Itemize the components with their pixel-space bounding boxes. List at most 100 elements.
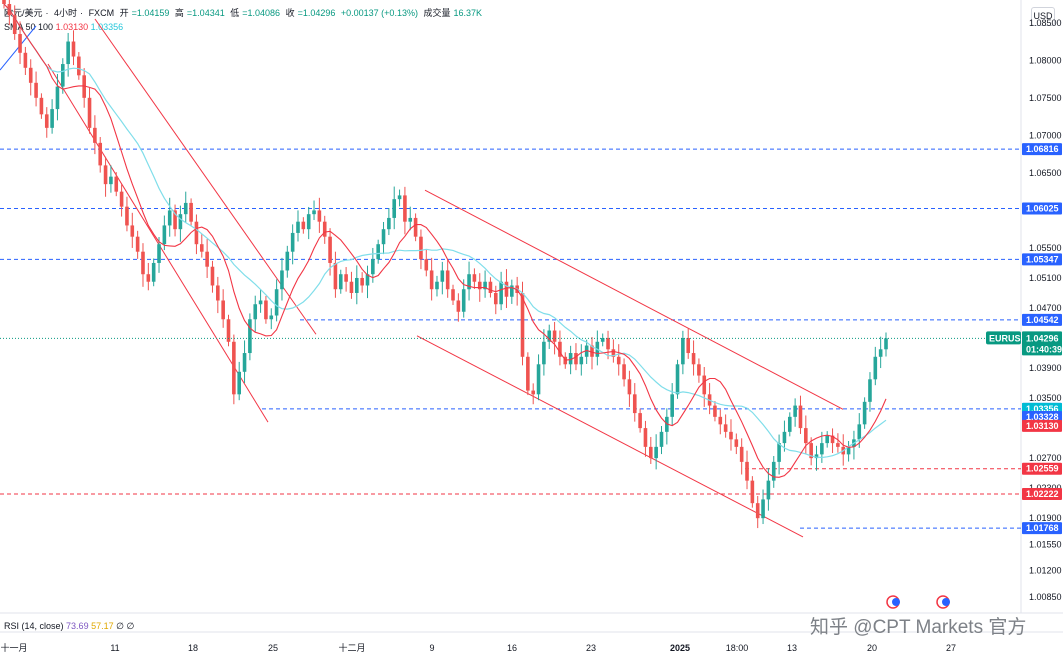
volume-label: 成交量 [423, 8, 451, 18]
sma-legend[interactable]: SMA 50 100 1.03130 1.03356 [4, 22, 123, 32]
candle-body [344, 274, 348, 282]
candle-body [600, 338, 605, 342]
level-price-tag [1022, 488, 1062, 501]
low-value: =1.04086 [242, 8, 281, 18]
indicator-price-text: 1.03130 [1026, 421, 1059, 431]
candle-body [616, 356, 621, 365]
candle-body [71, 41, 76, 57]
candle-body [109, 176, 113, 185]
level-price-text: 1.02222 [1026, 489, 1059, 499]
candle-body [162, 225, 167, 245]
candle-body [333, 262, 338, 290]
candle-body [269, 315, 274, 320]
candle-body [50, 109, 54, 128]
price-tick-label: 1.04700 [1029, 303, 1062, 313]
candle-body [584, 345, 589, 357]
countdown-text: 01:40:39 [1026, 344, 1062, 354]
price-tick-label: 1.07500 [1029, 93, 1062, 103]
candle-body [237, 371, 241, 395]
rsi-value: 73.69 [66, 621, 89, 631]
interval-label[interactable]: 4小时 [54, 8, 78, 18]
event-marker-dot [892, 598, 900, 606]
candle-body [836, 443, 840, 447]
candle-body [878, 349, 883, 357]
candle-body [846, 446, 851, 455]
indicator-price-tag [1022, 419, 1062, 432]
time-tick-label: 27 [946, 643, 956, 653]
candle-body [766, 480, 771, 500]
candle-body [755, 503, 760, 519]
time-tick-label: 16 [507, 643, 517, 653]
candle-body [28, 67, 33, 83]
close-label: 收 [285, 8, 295, 18]
candle-body [360, 277, 364, 286]
candle-body [87, 97, 92, 128]
rsi-legend[interactable]: RSI (14, close) 73.69 57.17 ∅ ∅ [4, 621, 134, 632]
candle-body [761, 499, 765, 519]
candle-body [659, 431, 664, 447]
candle-body [702, 375, 707, 395]
candle-body [804, 428, 808, 444]
candle-body [606, 338, 610, 350]
candle-body [178, 214, 183, 230]
time-tick-label: 9 [429, 643, 434, 653]
candle-body [242, 353, 247, 372]
candle-body [34, 82, 38, 98]
candle-body [93, 127, 97, 143]
candle-body [381, 229, 386, 245]
event-marker-dot [942, 598, 950, 606]
open-value: =1.04159 [131, 8, 170, 18]
candle-body [825, 435, 829, 444]
candle-body [98, 142, 103, 166]
candle-body [483, 281, 487, 290]
candle-body [306, 214, 311, 230]
price-tick-label: 1.01900 [1029, 513, 1062, 523]
candle-body [130, 225, 135, 237]
indicator-price-text: 1.03356 [1026, 404, 1059, 414]
currency-button[interactable]: USD [1031, 7, 1055, 26]
candle-body [771, 461, 776, 481]
candle-body [654, 446, 658, 459]
candle-body [419, 236, 423, 260]
candle-body [328, 236, 332, 263]
candle-body [697, 364, 701, 376]
candle-body [376, 244, 380, 260]
candle-body [82, 75, 86, 98]
open-label: 开 [119, 8, 129, 18]
candle-body [857, 424, 862, 440]
candle-body [493, 292, 498, 305]
sma-label: SMA 50 100 [4, 22, 54, 32]
time-tick-label: 2025 [670, 643, 690, 653]
trend-channel-line [94, 18, 317, 335]
volume-value: 16.37K [453, 8, 483, 18]
level-price-text: 1.06025 [1026, 204, 1059, 214]
price-tick-label: 1.03500 [1029, 393, 1062, 403]
candle-body [146, 274, 151, 282]
candle-body [290, 232, 295, 252]
time-tick-label: 18 [188, 643, 198, 653]
level-price-tag [1022, 202, 1062, 215]
candle-body [317, 210, 322, 222]
candle-body [349, 281, 354, 293]
price-tick-label: 1.05500 [1029, 243, 1062, 253]
price-tick-label: 1.05100 [1029, 273, 1062, 283]
rsi-extra: ∅ ∅ [116, 621, 135, 631]
price-tick-label: 1.06500 [1029, 168, 1062, 178]
candle-body [103, 165, 108, 185]
candle-body [574, 353, 578, 365]
candle-body [499, 281, 503, 305]
level-price-tag [1022, 462, 1062, 475]
candle-body [296, 221, 300, 233]
candle-body [39, 97, 44, 115]
candle-body [2, 0, 6, 4]
candle-body [167, 210, 172, 226]
candle-body [413, 217, 418, 237]
candle-body [44, 114, 49, 128]
symbol-name[interactable]: 欧元/美元 [4, 8, 43, 18]
candle-body [472, 274, 477, 282]
price-tick-label: 1.00850 [1029, 592, 1062, 602]
candle-body [868, 379, 872, 402]
candle-body [264, 300, 268, 320]
candle-body [787, 416, 792, 432]
